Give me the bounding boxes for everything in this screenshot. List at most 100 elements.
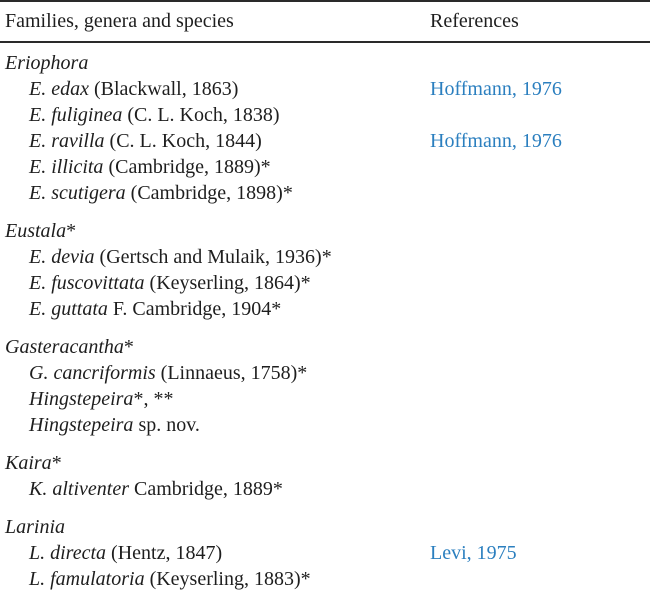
species-row: Hingstepeira sp. nov.: [0, 412, 650, 438]
species-authority: (Gertsch and Mulaik, 1936)*: [94, 246, 332, 268]
species-name: E. ravilla (C. L. Koch, 1844): [0, 128, 430, 154]
genus-name: Larinia: [0, 514, 430, 540]
genus-epithet: Gasteracantha: [5, 336, 124, 358]
reference-cell: [430, 412, 650, 438]
species-row: L. famulatoria (Keyserling, 1883)*: [0, 566, 650, 591]
reference-cell: [430, 218, 650, 244]
reference-cell: Hoffmann, 1976: [430, 128, 650, 154]
reference-cell: [430, 450, 650, 476]
reference-link[interactable]: Hoffmann, 1976: [430, 78, 562, 100]
genus-marker: *: [66, 220, 77, 242]
species-name: Hingstepeira*, **: [0, 386, 430, 412]
reference-cell: [430, 102, 650, 128]
table-top-rule: [0, 0, 650, 2]
genus-section-larinia: Larinia L. directa (Hentz, 1847) Levi, 1…: [0, 514, 650, 591]
reference-cell: [430, 244, 650, 270]
species-name: L. directa (Hentz, 1847): [0, 540, 430, 566]
reference-cell: [430, 50, 650, 76]
reference-cell: [430, 476, 650, 502]
genus-name: Kaira*: [0, 450, 430, 476]
species-epithet: E. scutigera: [29, 182, 126, 204]
species-row: E. fuliginea (C. L. Koch, 1838): [0, 102, 650, 128]
genus-row: Kaira*: [0, 450, 650, 476]
reference-cell: Hoffmann, 1976: [430, 76, 650, 102]
species-authority: (C. L. Koch, 1838): [122, 104, 280, 126]
species-name: E. guttata F. Cambridge, 1904*: [0, 296, 430, 322]
species-epithet: E. guttata: [29, 298, 108, 320]
species-epithet: K. altiventer: [29, 478, 129, 500]
species-epithet: E. fuliginea: [29, 104, 123, 126]
species-epithet: L. famulatoria: [29, 568, 145, 590]
species-authority: (Keyserling, 1883)*: [144, 568, 311, 590]
table-body: Eriophora E. edax (Blackwall, 1863) Hoff…: [0, 43, 650, 591]
genus-row: Eriophora: [0, 50, 650, 76]
reference-cell: [430, 296, 650, 322]
reference-link[interactable]: Hoffmann, 1976: [430, 130, 562, 152]
reference-cell: [430, 270, 650, 296]
reference-cell: [430, 334, 650, 360]
species-epithet: E. fuscovittata: [29, 272, 145, 294]
species-name: E. fuscovittata (Keyserling, 1864)*: [0, 270, 430, 296]
species-authority: (Blackwall, 1863): [88, 78, 239, 100]
species-authority: sp. nov.: [133, 414, 200, 436]
genus-name: Eustala*: [0, 218, 430, 244]
genus-section-eustala: Eustala* E. devia (Gertsch and Mulaik, 1…: [0, 218, 650, 322]
species-epithet: E. edax: [29, 78, 89, 100]
genus-marker: *: [51, 452, 62, 474]
genus-row: Eustala*: [0, 218, 650, 244]
species-epithet: E. illicita: [29, 156, 104, 178]
species-authority: (Keyserling, 1864)*: [144, 272, 311, 294]
species-epithet: G. cancriformis: [29, 362, 156, 384]
species-authority: (Cambridge, 1889)*: [103, 156, 271, 178]
species-authority: (Hentz, 1847): [106, 542, 223, 564]
reference-cell: [430, 180, 650, 206]
species-authority: F. Cambridge, 1904*: [107, 298, 282, 320]
species-authority: (Linnaeus, 1758)*: [155, 362, 308, 384]
species-row: E. fuscovittata (Keyserling, 1864)*: [0, 270, 650, 296]
species-name: E. scutigera (Cambridge, 1898)*: [0, 180, 430, 206]
species-epithet: L. directa: [29, 542, 107, 564]
species-name: G. cancriformis (Linnaeus, 1758)*: [0, 360, 430, 386]
genus-epithet: Larinia: [5, 516, 66, 538]
genus-row: Gasteracantha*: [0, 334, 650, 360]
species-name: Hingstepeira sp. nov.: [0, 412, 430, 438]
species-name: K. altiventer Cambridge, 1889*: [0, 476, 430, 502]
species-name: E. illicita (Cambridge, 1889)*: [0, 154, 430, 180]
species-authority: (Cambridge, 1898)*: [125, 182, 293, 204]
column-header-references: References: [430, 10, 519, 32]
species-epithet: Hingstepeira: [29, 414, 134, 436]
species-row: E. edax (Blackwall, 1863) Hoffmann, 1976: [0, 76, 650, 102]
species-row: G. cancriformis (Linnaeus, 1758)*: [0, 360, 650, 386]
species-name: E. fuliginea (C. L. Koch, 1838): [0, 102, 430, 128]
table-header-row: Families, genera and species References: [0, 2, 650, 41]
species-row: E. ravilla (C. L. Koch, 1844) Hoffmann, …: [0, 128, 650, 154]
species-authority: *, **: [133, 388, 174, 410]
species-row: L. directa (Hentz, 1847) Levi, 1975: [0, 540, 650, 566]
header-divider-rule: [0, 41, 650, 43]
species-row: K. altiventer Cambridge, 1889*: [0, 476, 650, 502]
species-authority: Cambridge, 1889*: [128, 478, 283, 500]
reference-cell: Levi, 1975: [430, 540, 650, 566]
species-row: E. illicita (Cambridge, 1889)*: [0, 154, 650, 180]
species-row: E. scutigera (Cambridge, 1898)*: [0, 180, 650, 206]
species-name: E. devia (Gertsch and Mulaik, 1936)*: [0, 244, 430, 270]
column-header-families: Families, genera and species: [5, 10, 234, 32]
reference-cell: [430, 514, 650, 540]
species-epithet: E. ravilla: [29, 130, 105, 152]
reference-cell: [430, 154, 650, 180]
species-name: E. edax (Blackwall, 1863): [0, 76, 430, 102]
reference-cell: [430, 386, 650, 412]
species-row: Hingstepeira*, **: [0, 386, 650, 412]
genus-epithet: Eustala: [5, 220, 67, 242]
genus-marker: *: [123, 336, 134, 358]
genus-row: Larinia: [0, 514, 650, 540]
genus-name: Eriophora: [0, 50, 430, 76]
reference-link[interactable]: Levi, 1975: [430, 542, 517, 564]
species-row: E. devia (Gertsch and Mulaik, 1936)*: [0, 244, 650, 270]
genus-section-kaira: Kaira* K. altiventer Cambridge, 1889*: [0, 450, 650, 502]
species-epithet: Hingstepeira: [29, 388, 134, 410]
genus-epithet: Kaira: [5, 452, 52, 474]
reference-cell: [430, 566, 650, 591]
genus-name: Gasteracantha*: [0, 334, 430, 360]
